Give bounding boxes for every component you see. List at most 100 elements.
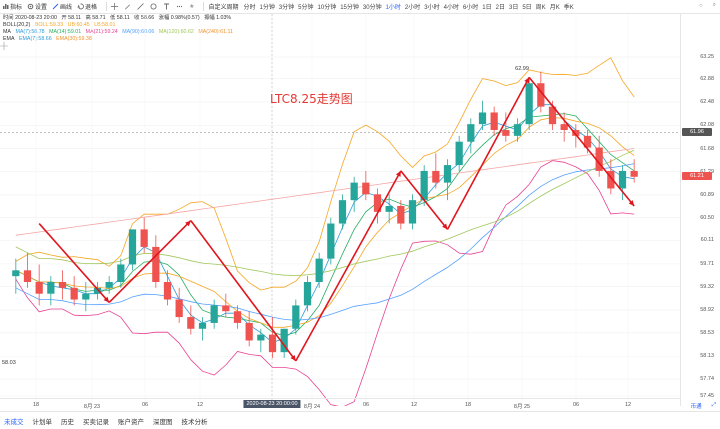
- tab-0[interactable]: 未成交: [4, 418, 24, 426]
- text-icon: [164, 3, 170, 10]
- circle-tool[interactable]: [150, 3, 158, 10]
- candle-body: [443, 165, 452, 183]
- price-markers: 62.99 58.03: [2, 66, 529, 366]
- interval-13[interactable]: 2日: [495, 5, 505, 11]
- compare-icon: [52, 3, 59, 10]
- circle-toggle-icon[interactable]: ○: [699, 2, 703, 9]
- candle-body: [455, 141, 463, 166]
- text-tool[interactable]: [163, 3, 171, 10]
- candle-body: [152, 246, 160, 282]
- indicator-button[interactable]: 指标: [2, 2, 22, 11]
- chart-type-icon: [3, 4, 9, 9]
- draw-button[interactable]: 画线: [52, 2, 72, 11]
- ma-name[interactable]: MA: [3, 29, 11, 35]
- candle-body: [315, 258, 323, 282]
- tab-4[interactable]: 账户资产: [118, 418, 144, 426]
- time-tick-label: 18: [464, 402, 472, 408]
- price-chart[interactable]: 62.99 58.03: [0, 14, 680, 406]
- order-tabs: 未成交 计划单 历史 买卖记录 账户资产 深度图 技术分析: [0, 411, 720, 429]
- interval-15[interactable]: 5日: [522, 5, 532, 11]
- ema-name[interactable]: EMA: [3, 36, 15, 42]
- boll-upper-line: [15, 57, 635, 291]
- price-tick-label: 58.53: [700, 329, 714, 336]
- candle-body: [432, 170, 440, 183]
- indicator-lines: [15, 57, 635, 406]
- more-icon: [176, 5, 183, 8]
- line-tool[interactable]: [137, 3, 145, 10]
- interval-1[interactable]: 1分钟: [259, 5, 275, 11]
- interval-6[interactable]: 30分钟: [362, 5, 382, 11]
- scale-toggle[interactable]: 币通: [690, 404, 702, 410]
- time-tick-label: 12: [196, 402, 204, 408]
- interval-9[interactable]: 3小时: [424, 5, 440, 11]
- legend-amplitude: 振幅 1.03%: [204, 15, 232, 21]
- toolbar-divider-2: [203, 2, 205, 11]
- favorite-star[interactable]: ★: [189, 3, 194, 10]
- tab-1[interactable]: 计划单: [32, 418, 53, 426]
- interval-5[interactable]: 15分钟: [340, 5, 359, 11]
- boll-lower-line: [15, 160, 635, 406]
- tab-2[interactable]: 历史: [61, 418, 74, 426]
- interval-7[interactable]: 1小时: [385, 5, 401, 11]
- legend-high: 高 58.71: [85, 15, 106, 21]
- candle-body: [338, 200, 347, 224]
- interval-10[interactable]: 4小时: [443, 5, 459, 11]
- price-tag: 61.21: [682, 172, 712, 181]
- candles: [12, 71, 638, 358]
- tab-5[interactable]: 深度图: [153, 418, 173, 426]
- ma240-value: MA(240):61.11: [198, 29, 233, 35]
- interval-18[interactable]: 季K: [563, 5, 574, 11]
- candle-body: [467, 124, 475, 142]
- interval-11[interactable]: 6小时: [462, 5, 479, 11]
- custom-interval-label: 自定义周期: [208, 5, 239, 11]
- tab-6[interactable]: 技术分析: [181, 418, 208, 426]
- more-tool[interactable]: [176, 3, 184, 10]
- candle-body: [630, 170, 638, 177]
- interval-16[interactable]: 周K: [535, 5, 546, 11]
- crosshair-side-icon[interactable]: [0, 40, 8, 60]
- price-tick-label: 61.29: [700, 169, 714, 175]
- interval-8[interactable]: 2小时: [404, 5, 421, 11]
- fullscreen-icon[interactable]: ⤢: [711, 402, 716, 408]
- interval-4[interactable]: 10分钟: [317, 5, 337, 11]
- interval-17[interactable]: 月K: [549, 5, 560, 11]
- price-tick-label: 61.68: [700, 145, 714, 152]
- candle-body: [373, 194, 382, 212]
- boll-legend: BOLL(20,2) BOLL:59.33 UB:60.45 LB:58.01: [3, 22, 118, 29]
- ma120-value: MA(120):60.62: [158, 29, 194, 35]
- price-tick-label: 60.11: [700, 237, 714, 244]
- interval-3[interactable]: 5分钟: [298, 5, 314, 11]
- candle-body: [187, 317, 195, 329]
- crosshair-tool[interactable]: [111, 3, 119, 10]
- candle-body: [245, 322, 253, 341]
- candle-body: [82, 293, 90, 300]
- boll-name[interactable]: BOLL(20,2): [3, 22, 31, 28]
- circle-icon: [150, 3, 157, 10]
- tab-3[interactable]: 买卖记录: [83, 418, 109, 426]
- boll-ub: UB:60.45: [67, 22, 90, 28]
- interval-list: 分时 1分钟 3分钟 5分钟 10分钟 15分钟 30分钟 1小时 2小时 3小时 4小时 6小时 1日…: [243, 2, 577, 11]
- candle-body: [327, 223, 335, 259]
- candle-body: [362, 182, 370, 195]
- interval-14[interactable]: 3日: [508, 5, 519, 11]
- candle-body: [140, 229, 148, 247]
- search-icon[interactable]: ⌕: [712, 2, 716, 8]
- undo-button[interactable]: 退格: [77, 2, 97, 11]
- time-tick-label: 2020-08-23 20:00:00: [243, 400, 301, 408]
- interval-0[interactable]: 分时: [243, 5, 256, 11]
- candle-body: [12, 270, 20, 277]
- custom-interval-button[interactable]: 自定义周期: [208, 2, 238, 11]
- settings-button[interactable]: 设置: [27, 2, 47, 11]
- toolbar-right: ○ ⌕: [699, 2, 716, 9]
- time-tick-label: 06: [572, 402, 580, 408]
- interval-2[interactable]: 3分钟: [278, 5, 295, 11]
- boll-mid: BOLL:59.33: [34, 22, 64, 28]
- trend-arrowhead: [185, 220, 191, 227]
- price-axis[interactable]: 63.25 62.88 62.48 62.08 61.68 61.29 60.89 60.50…: [680, 14, 720, 406]
- pencil-tool[interactable]: [124, 3, 132, 10]
- trend-arrow-segment: [400, 170, 449, 230]
- time-axis[interactable]: 18 8月 23 06 12 2020-08-23 20:00:00 8月 24 06 12 1…: [0, 398, 680, 410]
- candle-body: [280, 328, 288, 353]
- interval-12[interactable]: 1日: [482, 5, 492, 11]
- peak-label: 62.99: [515, 66, 529, 72]
